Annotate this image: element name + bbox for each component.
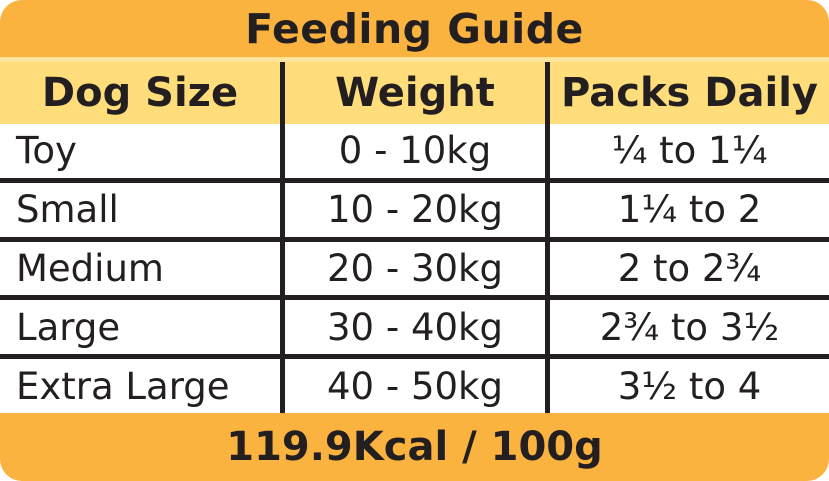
- cell-packs-daily: 1¼ to 2: [545, 182, 829, 237]
- cell-dog-size: Toy: [16, 129, 77, 173]
- cell-weight: 0 - 10kg: [280, 124, 545, 178]
- table-row-small: Small 10 - 20kg 1¼ to 2: [0, 177, 829, 237]
- cell-weight: 40 - 50kg: [280, 359, 545, 413]
- cell-dog-size: Extra Large: [16, 364, 230, 408]
- table-body: Toy 0 - 10kg ¼ to 1¼ Small 10 - 20kg 1¼ …: [0, 124, 829, 413]
- calorie-info: 119.9Kcal / 100g: [0, 413, 829, 481]
- divider-strip: [0, 57, 829, 62]
- cell-dog-size: Small: [16, 188, 119, 232]
- cell-weight: 30 - 40kg: [280, 300, 545, 355]
- table-row-extra-large: Extra Large 40 - 50kg 3½ to 4: [0, 354, 829, 413]
- table-row-medium: Medium 20 - 30kg 2 to 2¾: [0, 236, 829, 296]
- column-header-packs-daily: Packs Daily: [545, 62, 829, 124]
- cell-dog-size: Large: [16, 305, 121, 349]
- cell-packs-daily: ¼ to 1¼: [545, 124, 829, 178]
- table-row-large: Large 30 - 40kg 2¾ to 3½: [0, 295, 829, 355]
- cell-packs-daily: 3½ to 4: [545, 359, 829, 413]
- cell-packs-daily: 2¾ to 3½: [545, 300, 829, 355]
- table-row-toy: Toy 0 - 10kg ¼ to 1¼: [0, 124, 829, 178]
- column-header-weight: Weight: [280, 62, 545, 124]
- cell-weight: 10 - 20kg: [280, 182, 545, 237]
- column-header-dog-size: Dog Size: [41, 70, 239, 116]
- cell-weight: 20 - 30kg: [280, 241, 545, 296]
- table-header-row: Dog Size Weight Packs Daily: [0, 62, 829, 124]
- feeding-guide-title: Feeding Guide: [0, 0, 829, 57]
- cell-dog-size: Medium: [16, 246, 164, 290]
- cell-packs-daily: 2 to 2¾: [545, 241, 829, 296]
